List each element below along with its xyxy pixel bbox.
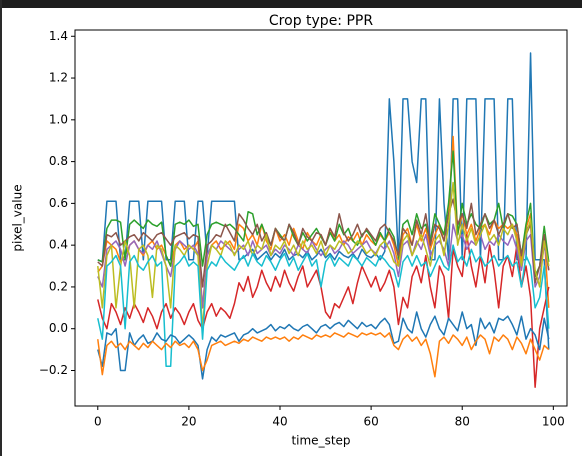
- x-tick-label: 60: [363, 415, 378, 429]
- x-tick-label: 80: [455, 415, 470, 429]
- x-tick-label: 0: [94, 415, 102, 429]
- y-tick-label: −0.2: [39, 363, 68, 377]
- lines: [97, 52, 550, 388]
- window-bar: [0, 0, 582, 8]
- y-tick-label: 0.2: [49, 279, 68, 293]
- y-tick-label: 0.6: [49, 196, 68, 210]
- series-line: [97, 311, 550, 380]
- y-axis-label: pixel_value: [11, 184, 25, 251]
- series-line: [97, 244, 550, 368]
- x-axis-label: time_step: [291, 434, 350, 448]
- series-line: [97, 181, 550, 330]
- series-line: [97, 223, 550, 309]
- y-tick-label: 1.4: [49, 29, 68, 43]
- y-tick-label: 1.2: [49, 71, 68, 85]
- x-tick-label: 20: [181, 415, 196, 429]
- y-tick-label: 0.0: [49, 321, 68, 335]
- window-edge: [0, 0, 2, 456]
- x-tick-label: 100: [542, 415, 565, 429]
- series-line: [97, 198, 550, 288]
- chart-title: Crop type: PPR: [269, 13, 373, 29]
- y-tick-label: 1.0: [49, 112, 68, 126]
- axes-frame: [74, 29, 568, 407]
- plot-area: [75, 30, 567, 406]
- series-line: [97, 332, 550, 378]
- y-tick-label: 0.4: [49, 238, 68, 252]
- y-tick-label: 0.8: [49, 154, 68, 168]
- x-tick-label: 40: [272, 415, 287, 429]
